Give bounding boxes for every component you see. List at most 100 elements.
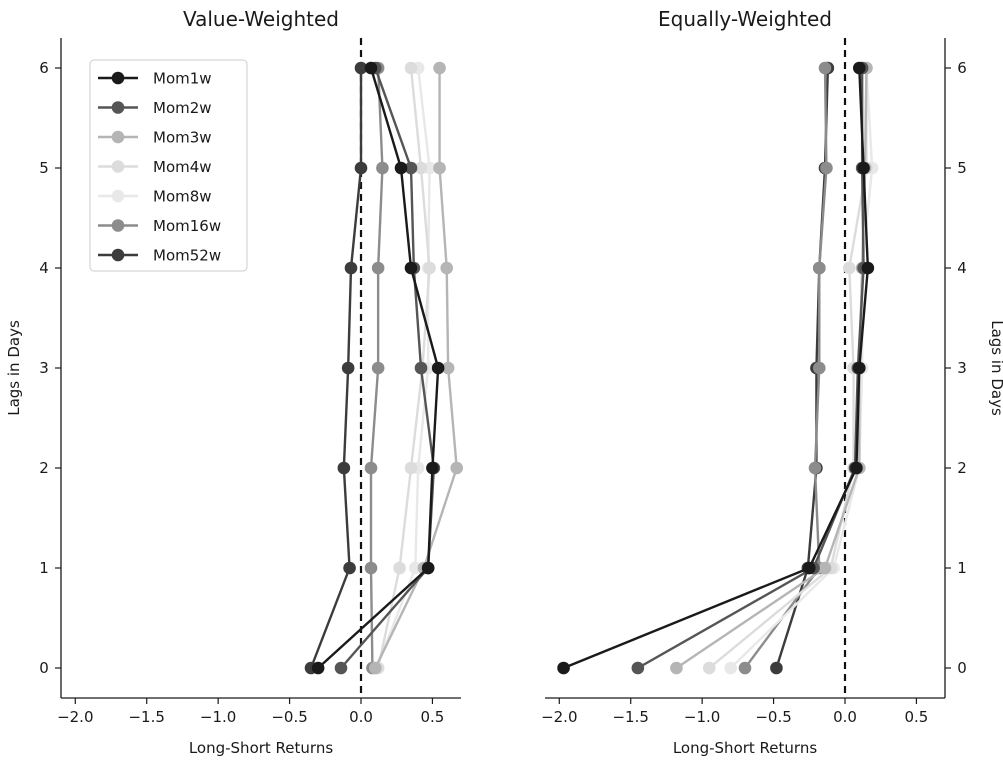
- equally-weighted-panel: Equally-Weighted −2.0 −1.5 −1.0 −0.5 0.0 0.5 0…: [541, 7, 1003, 757]
- legend-entry-mom4w: Mom4w: [98, 158, 212, 176]
- legend-marker: [111, 160, 125, 173]
- value-weighted-panel: Value-Weighted −2.0 −1.5 −1.0 −0.5 0.0 0.5 0 1 2…: [5, 7, 464, 757]
- equally-weighted-y-tick-label: 1: [957, 559, 967, 577]
- value-weighted-mom3w-point: [433, 61, 446, 75]
- value-weighted-mom52w-point: [343, 561, 356, 575]
- value-weighted-mom16w-point: [364, 561, 378, 575]
- equally-weighted-mom4w-point: [702, 661, 716, 675]
- value-weighted-mom4w-point: [404, 461, 418, 475]
- value-weighted-mom3w-point: [368, 661, 382, 675]
- equally-weighted-mom8w-point: [724, 661, 738, 675]
- equally-weighted-title: Equally-Weighted: [658, 7, 832, 31]
- legend-entry-mom8w: Mom8w: [98, 188, 212, 206]
- equally-weighted-y-tick-label: 4: [957, 259, 967, 277]
- value-weighted-mom16w-point: [371, 361, 385, 375]
- value-weighted-mom52w-point: [337, 461, 351, 475]
- legend-label: Mom16w: [153, 217, 221, 235]
- legend-entry-mom2w: Mom2w: [98, 99, 212, 117]
- legend-entry-mom16w: Mom16w: [98, 217, 221, 235]
- legend-marker: [111, 101, 125, 114]
- equally-weighted-mom1w-point: [850, 461, 863, 475]
- value-weighted-mom4w-point: [414, 161, 428, 175]
- value-weighted-mom4w-point: [404, 61, 418, 75]
- equally-weighted-axes: −2.0 −1.5 −1.0 −0.5 0.0 0.5 0 1 2 3 4 5 6: [541, 38, 967, 726]
- equally-weighted-x-tick-label: 0.5: [904, 708, 928, 726]
- legend-label: Mom8w: [153, 188, 212, 206]
- value-weighted-mom2w-point: [404, 161, 418, 175]
- legend-marker: [111, 248, 125, 262]
- legend-label: Mom1w: [153, 70, 212, 88]
- value-weighted-x-tick-label: 0.5: [420, 708, 444, 726]
- equally-weighted-mom2w-point: [631, 661, 645, 675]
- equally-weighted-mom3w-point: [670, 661, 683, 675]
- value-weighted-x-tick-label: −1.5: [128, 708, 164, 726]
- value-weighted-x-tick-label: −2.0: [57, 708, 93, 726]
- legend-entry-mom3w: Mom3w: [98, 129, 212, 147]
- value-weighted-x-tick-label: −1.0: [200, 708, 236, 726]
- value-weighted-mom52w-point: [354, 61, 368, 75]
- value-weighted-mom52w-point: [341, 361, 355, 375]
- equally-weighted-mom4w-point: [842, 261, 856, 275]
- equally-weighted-x-axis-label: Long-Short Returns: [673, 739, 818, 757]
- legend-marker: [111, 130, 125, 144]
- equally-weighted-y-tick-label: 3: [957, 359, 967, 377]
- value-weighted-mom1w-point: [404, 261, 418, 275]
- value-weighted-x-tick-label: 0.0: [349, 708, 373, 726]
- legend-label: Mom52w: [153, 247, 221, 265]
- equally-weighted-mom52w-point: [770, 661, 783, 675]
- equally-weighted-mom3w-point: [818, 561, 832, 575]
- equally-weighted-y-axis-label: Lags in Days: [988, 320, 1003, 416]
- equally-weighted-mom16w-point: [818, 61, 832, 75]
- value-weighted-mom3w-point: [450, 461, 464, 475]
- legend: Mom1w Mom2w Mom3w Mom4w Mom8w Mom16w Mom52w: [89, 59, 248, 272]
- value-weighted-marks: [304, 38, 464, 698]
- equally-weighted-y-tick-label: 6: [957, 59, 967, 77]
- value-weighted-mom16w-point: [376, 161, 389, 175]
- equally-weighted-mom16w-point: [812, 261, 826, 275]
- equally-weighted-marks: [557, 38, 879, 698]
- value-weighted-x-tick-label: −0.5: [271, 708, 307, 726]
- value-weighted-mom3w-point: [433, 161, 446, 175]
- value-weighted-axes: −2.0 −1.5 −1.0 −0.5 0.0 0.5 0 1 2 3 4 5 6: [39, 38, 461, 726]
- value-weighted-mom52w-point: [344, 261, 358, 275]
- value-weighted-mom2w-point: [334, 661, 348, 675]
- value-weighted-title: Value-Weighted: [183, 7, 339, 31]
- equally-weighted-mom1w-point: [857, 161, 870, 175]
- equally-weighted-mom1w-point: [802, 561, 816, 575]
- value-weighted-mom1w-point: [426, 461, 439, 475]
- equally-weighted-x-tick-label: −1.0: [684, 708, 720, 726]
- value-weighted-y-tick-label: 5: [39, 159, 49, 177]
- value-weighted-mom2w-point: [414, 361, 428, 375]
- value-weighted-mom1w-point: [364, 61, 378, 75]
- equally-weighted-x-tick-label: −2.0: [541, 708, 577, 726]
- value-weighted-y-axis-label: Lags in Days: [5, 320, 23, 416]
- legend-entry-mom1w: Mom1w: [98, 70, 212, 88]
- value-weighted-mom1w-point: [431, 361, 445, 375]
- value-weighted-mom4w-point: [423, 261, 436, 275]
- value-weighted-y-tick-label: 0: [39, 659, 49, 677]
- legend-marker: [111, 189, 125, 203]
- value-weighted-mom3w-point: [440, 261, 454, 275]
- value-weighted-mom16w-point: [364, 461, 378, 475]
- value-weighted-mom4w-point: [393, 561, 406, 575]
- equally-weighted-mom16w-point: [812, 361, 826, 375]
- value-weighted-y-tick-label: 6: [39, 59, 49, 77]
- equally-weighted-y-tick-label: 5: [957, 159, 967, 177]
- equally-weighted-mom1w-point: [852, 361, 866, 375]
- legend-entry-mom52w: Mom52w: [98, 247, 221, 265]
- equally-weighted-x-tick-label: −1.5: [612, 708, 648, 726]
- value-weighted-mom1w-point: [421, 561, 435, 575]
- legend-frame: [89, 59, 248, 272]
- value-weighted-mom16w-point: [371, 261, 385, 275]
- value-weighted-mom52w-point: [354, 161, 368, 175]
- value-weighted-x-axis-label: Long-Short Returns: [189, 739, 334, 757]
- equally-weighted-x-tick-label: 0.0: [833, 708, 857, 726]
- equally-weighted-mom1w-point: [861, 261, 875, 275]
- value-weighted-mom3w-point: [441, 361, 455, 375]
- legend-label: Mom4w: [153, 158, 212, 176]
- value-weighted-y-tick-label: 4: [39, 259, 49, 277]
- legend-marker: [111, 71, 125, 85]
- value-weighted-mom1w-point: [311, 661, 325, 675]
- value-weighted-y-tick-label: 3: [39, 359, 49, 377]
